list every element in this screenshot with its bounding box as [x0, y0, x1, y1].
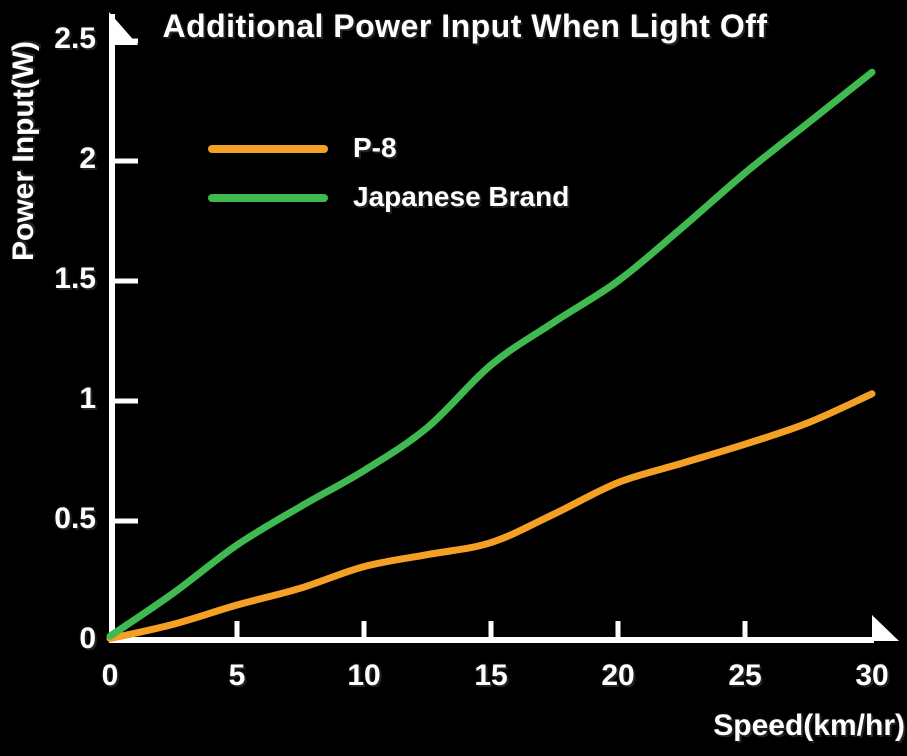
x-tick-label: 15 — [474, 659, 508, 692]
japanese-brand-line — [106, 68, 876, 640]
chart-title: Additional Power Input When Light Off — [162, 8, 768, 44]
y-tick-label: 0 — [79, 622, 96, 655]
japanese-brand-legend-line-icon — [208, 194, 328, 202]
p8-line — [106, 390, 876, 643]
x-tick-label: 25 — [728, 659, 762, 692]
x-tick-label: 30 — [855, 659, 889, 692]
japanese-brand-legend-label: Japanese Brand — [353, 181, 570, 212]
y-tick-label: 1 — [79, 382, 96, 415]
x-tick-label: 5 — [228, 659, 246, 692]
y-tick-label: 1.5 — [54, 262, 96, 295]
x-axis-arrow-icon — [872, 615, 899, 641]
y-tick-label: 2 — [79, 142, 96, 175]
p8-legend-line-icon — [208, 145, 328, 153]
x-axis-label: Speed(km/hr) — [713, 709, 905, 742]
x-tick-label: 20 — [601, 659, 635, 692]
y-tick-label: 0.5 — [54, 502, 96, 535]
p8-legend-label: P-8 — [353, 132, 397, 163]
y-tick-label: 2.5 — [54, 22, 96, 55]
x-tick-label: 0 — [101, 659, 119, 692]
x-tick-label: 10 — [347, 659, 381, 692]
y-axis-arrow-icon — [109, 12, 138, 45]
